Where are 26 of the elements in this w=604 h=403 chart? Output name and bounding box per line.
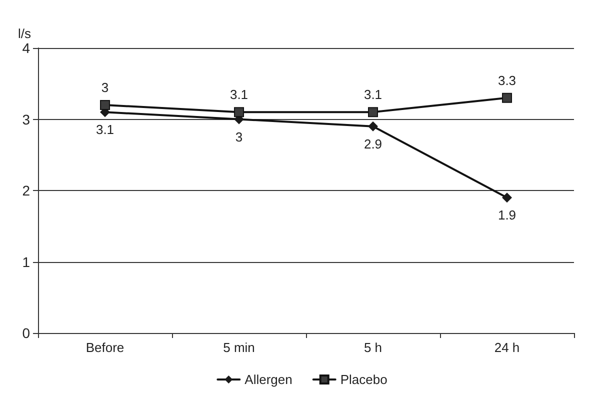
legend-label: Allergen	[244, 372, 292, 387]
point	[234, 107, 244, 118]
point	[368, 107, 378, 118]
x-tick-label: Before	[86, 340, 124, 355]
legend-label: Placebo	[340, 372, 388, 387]
data-label: 3	[101, 80, 109, 95]
y-tick-label: 2	[22, 182, 30, 198]
data-label: 2.9	[364, 136, 382, 152]
point	[100, 100, 110, 110]
y-tick-label: 0	[22, 325, 30, 341]
data-label: 3.1	[230, 87, 248, 102]
x-tick-label: 24 h	[494, 340, 520, 355]
point	[502, 92, 512, 103]
y-tick-label: 1	[22, 254, 30, 270]
y-axis-title: l/s	[18, 26, 32, 41]
data-label: 3.1	[364, 87, 382, 102]
point	[368, 121, 378, 132]
point	[502, 192, 512, 203]
x-tick-label: 5 min	[223, 340, 255, 355]
x-tick-label: 5 h	[364, 340, 382, 355]
y-tick-label: 4	[22, 40, 30, 56]
data-label: 3	[235, 129, 243, 144]
data-label: 3.3	[498, 72, 516, 88]
data-label: 1.9	[498, 208, 516, 223]
data-label: 3.1	[96, 122, 114, 138]
y-tick-label: 3	[22, 111, 30, 128]
